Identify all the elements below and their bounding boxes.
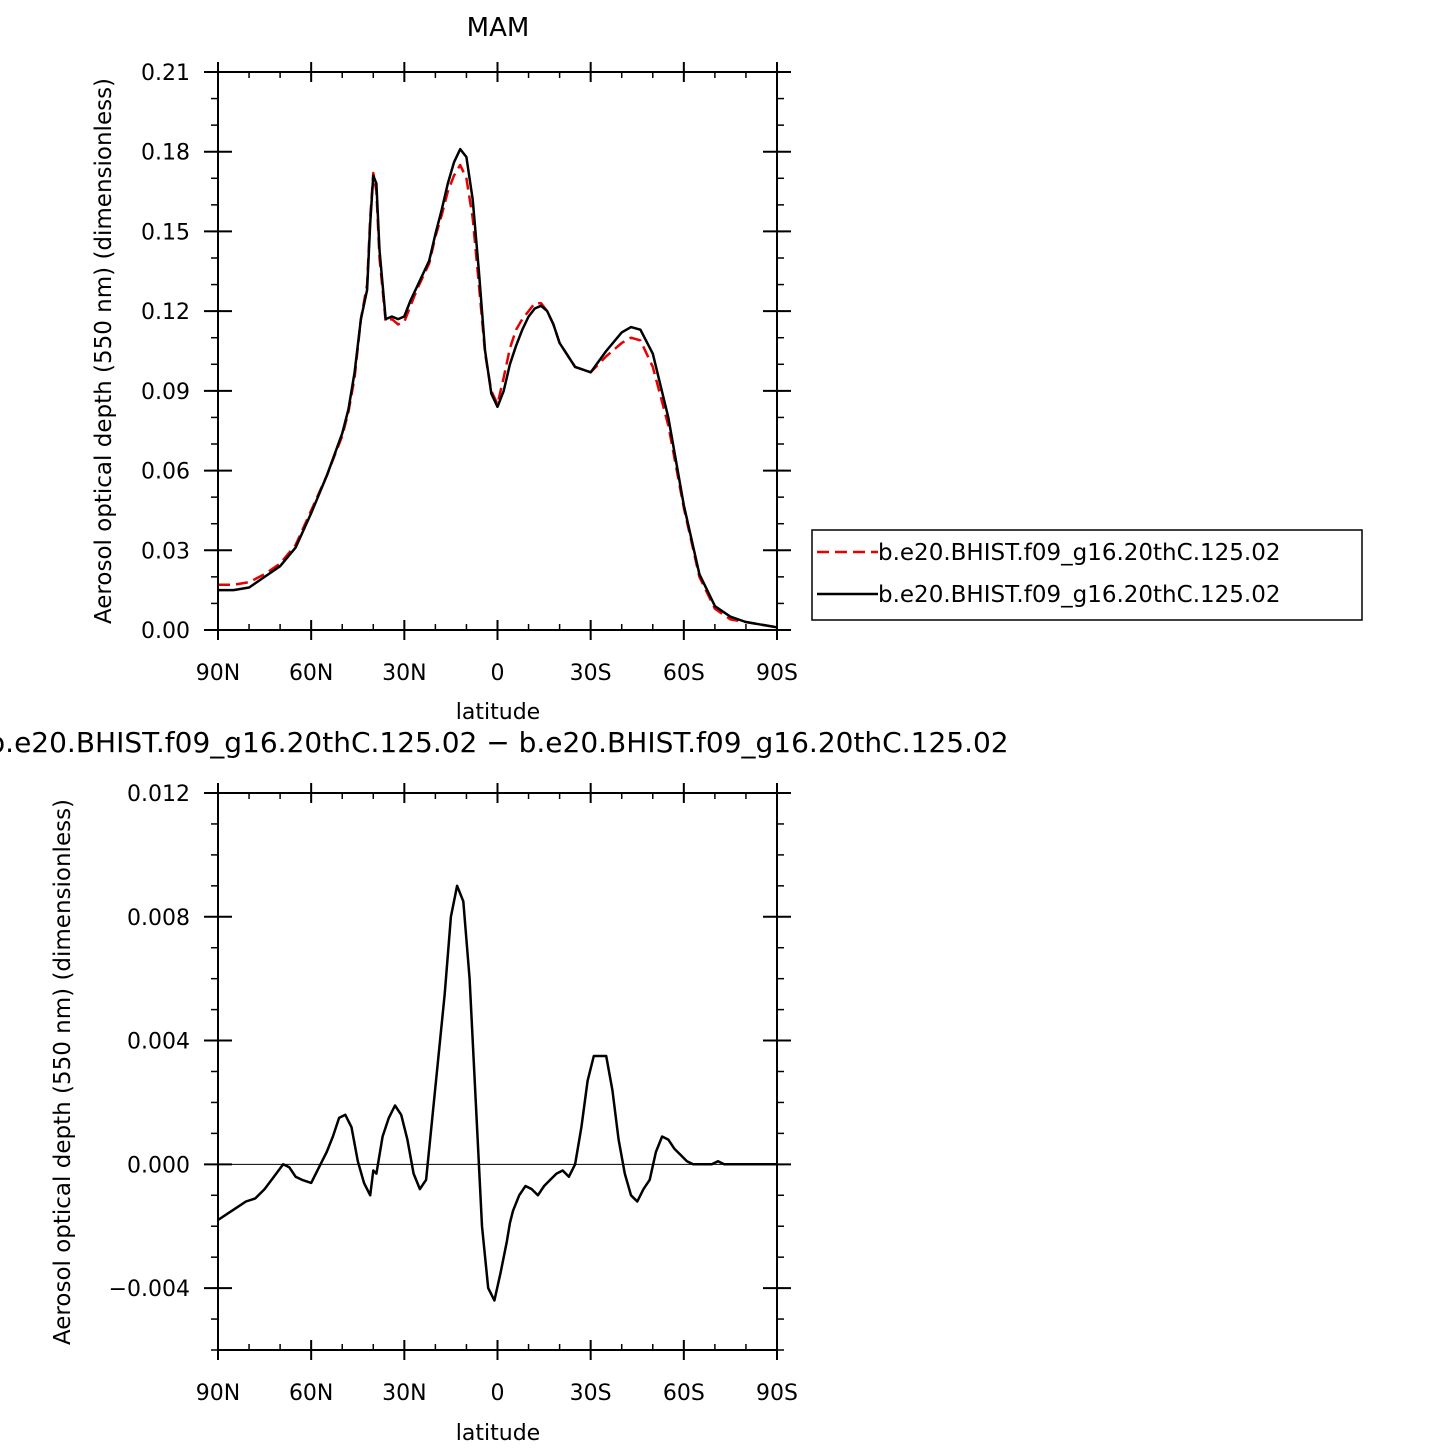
x-tick-label: 0 [491, 661, 505, 686]
y-tick-label: 0.15 [141, 220, 190, 245]
bottom-plot-frame [217, 792, 778, 1351]
x-tick-label: 60S [663, 661, 705, 686]
y-tick-label: −0.004 [109, 1277, 190, 1302]
top-y-axis-label: Aerosol optical depth (550 nm) (dimensio… [91, 78, 117, 624]
top-x-axis-label: latitude [456, 700, 540, 725]
legend-label-1: b.e20.BHIST.f09_g16.20thC.125.02 [878, 540, 1280, 566]
y-tick-label: 0.012 [127, 782, 190, 807]
x-tick-label: 30S [570, 661, 612, 686]
bottom-tick-labels: 90N 60N 30N 0 30S 60S 90S −0.004 0.000 0.004 0.008… [109, 782, 798, 1406]
top-series-group [218, 147, 778, 629]
top-panel: MAM 90N 60N 30N 0 30S 60S 90S 0.00 0.03 0.06 0.09 0… [91, 13, 1363, 725]
x-tick-label: 60N [289, 1381, 333, 1406]
bottom-panel: b.e20.BHIST.f09_g16.20thC.125.02 − b.e20… [0, 726, 1009, 1446]
top-tick-labels: 90N 60N 30N 0 30S 60S 90S 0.00 0.03 0.06 0.09 0.12 0… [141, 61, 798, 686]
y-tick-label: 0.21 [141, 61, 190, 86]
series-line-dashed [218, 163, 778, 629]
x-tick-label: 90N [196, 1381, 240, 1406]
y-tick-label: 0.12 [141, 300, 190, 325]
x-tick-label: 0 [491, 1381, 505, 1406]
x-tick-label: 30N [382, 1381, 426, 1406]
series-line-solid [218, 147, 778, 629]
x-tick-label: 30N [382, 661, 426, 686]
x-tick-label: 90S [756, 661, 798, 686]
y-tick-label: 0.03 [141, 539, 190, 564]
top-plot-frame [217, 71, 778, 631]
y-tick-label: 0.000 [127, 1153, 190, 1178]
x-tick-label: 90S [756, 1381, 798, 1406]
legend-label-2: b.e20.BHIST.f09_g16.20thC.125.02 [878, 582, 1280, 608]
x-tick-label: 60S [663, 1381, 705, 1406]
y-tick-label: 0.18 [141, 141, 190, 166]
y-tick-label: 0.09 [141, 380, 190, 405]
x-tick-label: 60N [289, 661, 333, 686]
y-tick-label: 0.008 [127, 906, 190, 931]
y-tick-label: 0.004 [127, 1030, 190, 1055]
series-line-solid [217, 884, 777, 1302]
bottom-x-axis-label: latitude [456, 1421, 540, 1446]
y-tick-label: 0.06 [141, 460, 190, 485]
top-chart-title: MAM [467, 13, 530, 43]
legend-box [811, 529, 1363, 621]
bottom-axis-ticks [204, 783, 791, 1360]
bottom-y-axis-label: Aerosol optical depth (550 nm) (dimensio… [50, 799, 76, 1345]
y-tick-label: 0.00 [141, 619, 190, 644]
legend: b.e20.BHIST.f09_g16.20thC.125.02 b.e20.B… [811, 529, 1363, 621]
bottom-series-group [217, 884, 777, 1302]
x-tick-label: 30S [570, 1381, 612, 1406]
x-tick-label: 90N [196, 661, 240, 686]
bottom-chart-title: b.e20.BHIST.f09_g16.20thC.125.02 − b.e20… [0, 726, 1009, 759]
